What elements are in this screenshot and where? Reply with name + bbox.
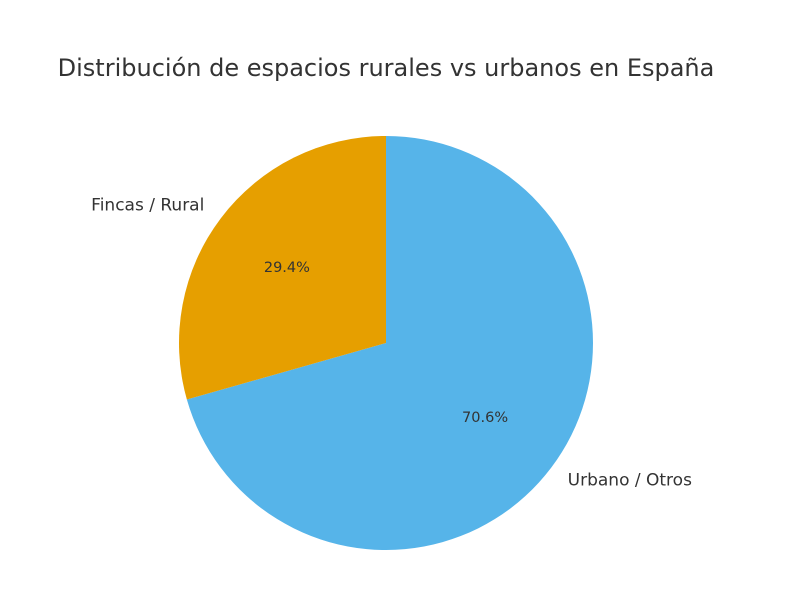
pie-category-label: Urbano / Otros bbox=[568, 470, 692, 490]
pie-slices bbox=[179, 136, 593, 550]
pie-percent-label: 70.6% bbox=[462, 410, 508, 426]
chart-title: Distribución de espacios rurales vs urba… bbox=[58, 54, 715, 82]
pie-percent-label: 29.4% bbox=[264, 260, 310, 276]
pie-slice-fincas-rural bbox=[179, 136, 386, 400]
pie-slice-urbano-otros bbox=[186, 136, 593, 550]
pie-labels: 70.6% Urbano / Otros 29.4% Fincas / Rural bbox=[91, 196, 692, 491]
pie-category-label: Fincas / Rural bbox=[91, 196, 204, 216]
